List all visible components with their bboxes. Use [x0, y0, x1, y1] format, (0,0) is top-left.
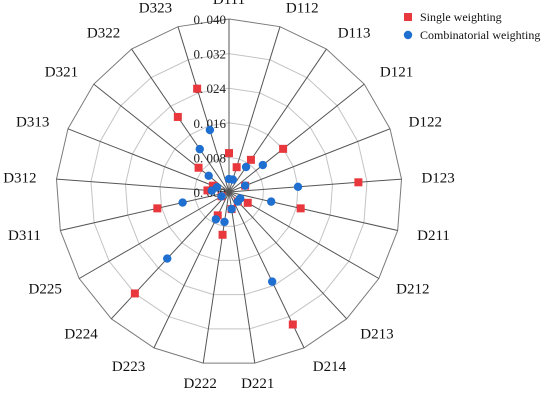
radar-spoke	[228, 178, 402, 193]
category-label: D311	[8, 228, 41, 244]
category-label: D222	[184, 376, 217, 392]
grid-ring	[90, 53, 368, 330]
radar-spoke	[228, 83, 365, 193]
data-points	[130, 84, 363, 329]
radar-spoke	[56, 178, 230, 193]
category-label: D123	[421, 171, 454, 187]
radar-spoke	[228, 128, 391, 193]
single-weighting-point	[194, 163, 203, 172]
category-label: D211	[417, 228, 450, 244]
legend-label-single: Single weighting	[420, 10, 502, 24]
category-label: D113	[338, 26, 371, 42]
combinatorial-weighting-point	[228, 175, 238, 184]
combinatorial-weighting-point	[195, 144, 204, 154]
combinatorial-weighting-point	[220, 217, 229, 227]
category-label: D313	[16, 114, 49, 130]
grid-ring	[159, 122, 299, 261]
combinatorial-weighting-point	[163, 254, 172, 263]
category-label: D221	[241, 376, 274, 392]
single-weighting-point	[208, 181, 217, 190]
radar-spoke	[228, 48, 327, 193]
category-label: D225	[29, 282, 62, 298]
radial-tick-label: 0. 024	[194, 81, 227, 96]
category-label: D323	[139, 1, 172, 17]
single-weighting-point	[288, 320, 297, 329]
legend: Single weighting Combinatorial weighting	[403, 10, 540, 42]
category-label: D112	[286, 1, 319, 17]
combinatorial-weighting-point	[211, 215, 221, 224]
radial-tick-label: 0. 032	[194, 47, 227, 62]
single-weighting-point	[153, 204, 162, 213]
category-label: D121	[380, 65, 413, 81]
radar-spoke	[228, 191, 256, 364]
radar-grid	[55, 18, 403, 364]
category-label: D212	[396, 282, 429, 298]
category-label: D321	[45, 65, 78, 81]
radar-spoke	[228, 191, 398, 231]
radar-spoke	[60, 191, 230, 231]
combinatorial-weighting-point	[241, 162, 251, 172]
single-weighting-point	[225, 149, 233, 158]
single-weighting-point	[354, 178, 363, 187]
combinatorial-weighting-point	[212, 183, 222, 192]
category-label: D223	[112, 359, 145, 375]
radar-spoke	[177, 26, 230, 193]
combinatorial-weighting-point	[233, 197, 243, 206]
single-weighting-point	[193, 84, 202, 93]
radar-spoke	[67, 128, 230, 193]
radar-spoke	[228, 191, 348, 320]
single-weighting-point	[213, 211, 222, 220]
category-label: D224	[64, 326, 98, 342]
legend-marker-single	[404, 13, 412, 21]
radial-tick-label: 0. 008	[194, 150, 227, 165]
grid-ring	[55, 18, 403, 364]
radar-spoke	[228, 191, 380, 279]
single-weighting-point	[246, 155, 255, 164]
combinatorial-weighting-point	[258, 160, 268, 170]
combinatorial-weighting-point	[267, 277, 277, 286]
category-labels: D111 D112 D113 D121 D122 D123 D211 D212 D213 D214…	[3, 0, 455, 392]
combinatorial-weighting-point	[227, 204, 236, 214]
radial-tick-label: 0. 040	[194, 12, 227, 27]
legend-marker-combinatorial	[403, 30, 413, 40]
category-label: D111	[213, 0, 245, 8]
single-weighting-point	[232, 163, 241, 172]
single-weighting-point	[218, 230, 227, 239]
radial-tick-label: 0. 016	[194, 116, 227, 131]
category-label: D322	[87, 26, 120, 42]
combinatorial-weighting-point	[240, 181, 250, 190]
single-weighting-point	[203, 186, 212, 195]
grid-ring	[193, 156, 265, 227]
category-label: D213	[360, 326, 393, 342]
category-label: D214	[313, 359, 347, 375]
grid-ring	[124, 87, 334, 296]
combinatorial-weighting-point	[217, 192, 226, 201]
combinatorial-weighting-point	[178, 198, 187, 207]
combinatorial-weighting-point	[205, 125, 215, 135]
combinatorial-weighting-point	[266, 197, 276, 206]
single-weighting-point	[173, 112, 182, 121]
combinatorial-weighting-point	[293, 182, 303, 192]
category-label: D122	[409, 114, 442, 130]
legend-label-combinatorial: Combinatorial weighting	[420, 28, 540, 42]
single-weighting-point	[296, 204, 305, 213]
radar-spoke	[110, 191, 230, 320]
category-label: D312	[3, 171, 36, 187]
single-weighting-point	[243, 198, 252, 207]
radar-spoke	[78, 191, 230, 279]
single-weighting-point	[130, 289, 139, 298]
combinatorial-weighting-point	[204, 171, 213, 181]
single-weighting-point	[279, 144, 288, 153]
